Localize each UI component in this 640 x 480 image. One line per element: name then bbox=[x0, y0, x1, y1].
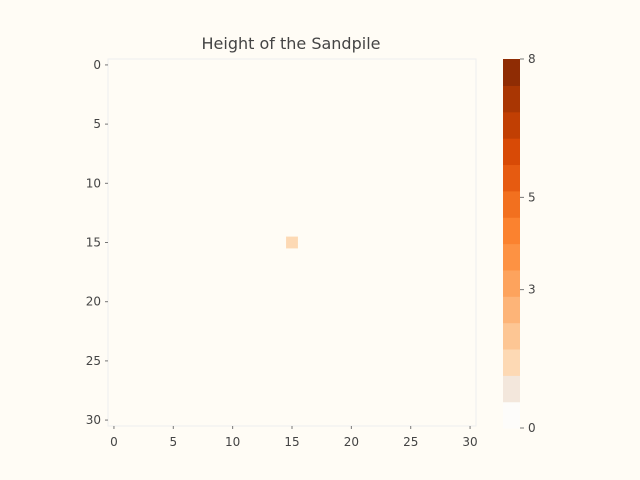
plot-area bbox=[107, 58, 477, 427]
colorbar-segment bbox=[503, 269, 520, 297]
colorbar-tick-label: 8 bbox=[528, 52, 536, 66]
y-tick-label: 5 bbox=[93, 117, 101, 131]
colorbar-segment bbox=[503, 322, 520, 350]
colorbar-segment bbox=[503, 217, 520, 245]
heatmap-cells bbox=[286, 236, 298, 249]
y-tick-label: 15 bbox=[86, 236, 101, 250]
colorbar-segment bbox=[503, 375, 520, 403]
x-tick-label: 15 bbox=[284, 435, 299, 449]
x-tick-label: 10 bbox=[225, 435, 240, 449]
x-tick-label: 30 bbox=[462, 435, 477, 449]
x-tick-label: 5 bbox=[169, 435, 177, 449]
colorbar-segment bbox=[503, 190, 520, 218]
y-tick-label: 20 bbox=[86, 295, 101, 309]
y-tick-label: 10 bbox=[86, 176, 101, 190]
chart-title: Height of the Sandpile bbox=[202, 34, 381, 53]
y-tick-label: 30 bbox=[86, 413, 101, 427]
heatmap-cell bbox=[286, 236, 298, 249]
colorbar-tick-label: 5 bbox=[528, 190, 536, 204]
colorbar-segments bbox=[503, 59, 520, 429]
colorbar-segment bbox=[503, 164, 520, 192]
colorbar-tick-label: 3 bbox=[528, 283, 536, 297]
colorbar-segment bbox=[503, 243, 520, 271]
colorbar-segment bbox=[503, 401, 520, 429]
colorbar: 0 3 5 8 bbox=[503, 52, 536, 435]
colorbar-segment bbox=[503, 59, 520, 86]
y-tick-label: 0 bbox=[93, 58, 101, 72]
y-tick-label: 25 bbox=[86, 354, 101, 368]
colorbar-ticks: 0 3 5 8 bbox=[520, 52, 536, 435]
colorbar-segment bbox=[503, 111, 520, 139]
x-tick-label: 0 bbox=[110, 435, 118, 449]
x-axis: 0 5 10 15 20 25 30 bbox=[110, 426, 478, 449]
colorbar-segment bbox=[503, 296, 520, 324]
colorbar-segment bbox=[503, 348, 520, 376]
colorbar-segment bbox=[503, 85, 520, 113]
colorbar-tick-label: 0 bbox=[528, 421, 536, 435]
x-tick-label: 20 bbox=[344, 435, 359, 449]
x-tick-label: 25 bbox=[403, 435, 418, 449]
colorbar-segment bbox=[503, 138, 520, 166]
y-axis: 0 5 10 15 20 25 30 bbox=[86, 58, 108, 427]
